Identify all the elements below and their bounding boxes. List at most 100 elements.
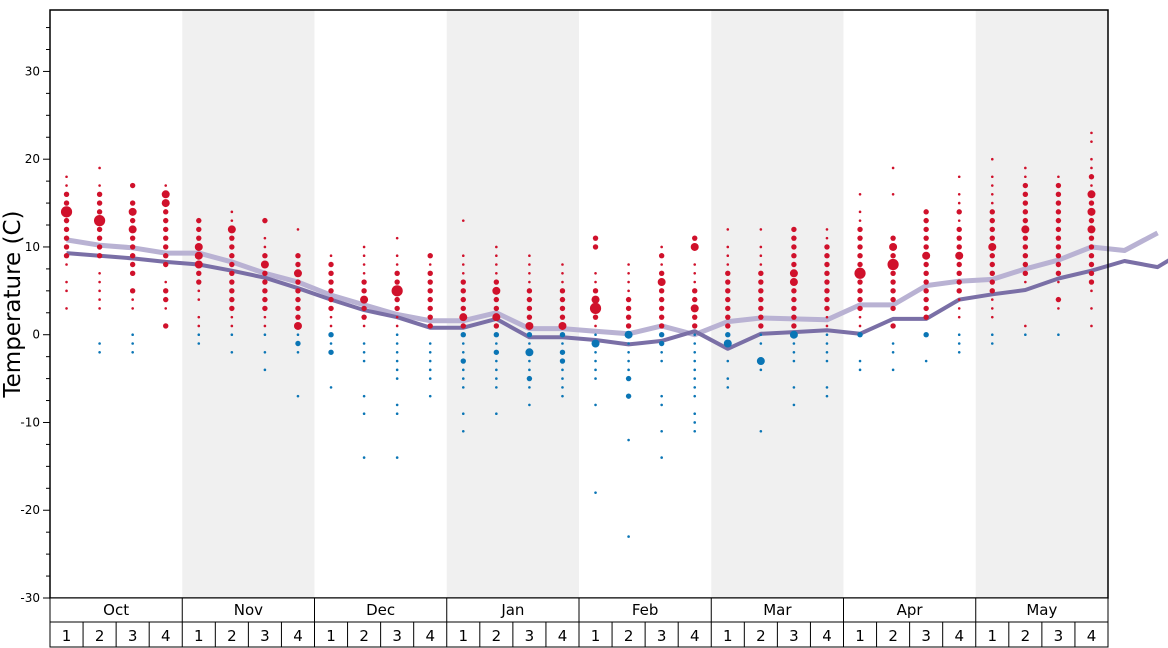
shade-may	[975, 10, 1108, 598]
warm-point	[60, 206, 73, 218]
warm-point	[394, 279, 400, 285]
cold-point	[460, 332, 466, 338]
warm-point	[262, 253, 268, 259]
warm-point	[492, 313, 501, 322]
cold-point	[526, 332, 533, 338]
cold-point	[493, 332, 500, 338]
warm-point	[1088, 235, 1095, 241]
week-label: 2	[492, 627, 502, 645]
cold-point	[624, 330, 633, 339]
axis-ticks	[43, 27, 50, 599]
warm-point	[1055, 200, 1062, 206]
warm-point	[1090, 289, 1093, 293]
warm-point	[692, 314, 698, 320]
cold-point	[460, 358, 466, 364]
warm-point	[988, 242, 997, 251]
warm-point	[592, 314, 599, 320]
warm-point	[63, 191, 70, 197]
week-label: 3	[525, 627, 535, 645]
warm-point	[361, 279, 367, 285]
warm-point	[559, 305, 566, 312]
cold-point	[693, 386, 697, 389]
cold-point	[591, 339, 600, 348]
warm-point	[989, 209, 995, 215]
cold-point	[789, 330, 798, 339]
warm-point	[229, 305, 235, 312]
warm-point	[395, 324, 399, 328]
warm-point	[163, 253, 169, 259]
warm-point	[1057, 307, 1060, 310]
warm-point	[725, 296, 731, 303]
cold-point	[131, 350, 134, 354]
warm-point	[459, 313, 468, 322]
warm-point	[1021, 225, 1030, 234]
cold-point	[759, 368, 763, 372]
warm-point	[163, 323, 169, 329]
warm-point	[328, 279, 334, 285]
warm-point	[1022, 217, 1029, 224]
warm-point	[196, 217, 202, 224]
cold-point	[295, 340, 301, 347]
cold-point	[594, 333, 597, 337]
cold-point	[263, 368, 267, 372]
cold-point	[362, 456, 366, 459]
warm-point	[1090, 140, 1093, 143]
cold-point	[98, 342, 101, 345]
warm-point	[758, 296, 764, 303]
cold-point	[625, 393, 632, 399]
trend-line-light	[66, 230, 1159, 338]
cold-point	[461, 429, 465, 433]
cold-point	[957, 350, 961, 354]
warm-point	[526, 314, 533, 320]
warm-point	[528, 254, 531, 258]
warm-point	[428, 263, 432, 266]
cold-point	[495, 342, 498, 345]
warm-point	[230, 219, 234, 222]
warm-point	[295, 305, 301, 312]
warm-point	[923, 305, 929, 312]
warm-point	[1090, 157, 1093, 161]
warm-point	[791, 261, 797, 268]
cold-point	[891, 368, 895, 372]
warm-point	[194, 251, 203, 260]
warm-point	[725, 288, 731, 294]
week-label: 1	[459, 627, 469, 645]
warm-point	[887, 258, 899, 271]
warm-point	[362, 263, 366, 266]
warm-point	[825, 315, 829, 319]
warm-point	[196, 226, 202, 233]
warm-point	[627, 271, 630, 275]
warm-point	[427, 323, 433, 329]
warm-point	[495, 254, 498, 258]
cold-point	[759, 429, 763, 433]
warm-point	[129, 244, 136, 250]
warm-point	[692, 288, 698, 294]
warm-point	[196, 235, 202, 241]
warm-point	[262, 305, 268, 312]
warm-point	[229, 279, 235, 285]
week-label: 3	[657, 627, 667, 645]
cold-point	[395, 412, 399, 416]
warm-point	[1088, 270, 1095, 276]
week-label: 4	[293, 627, 303, 645]
warm-point	[957, 192, 961, 196]
warm-point	[857, 261, 863, 268]
week-label: 1	[591, 627, 601, 645]
warm-point	[625, 296, 632, 303]
warm-point	[493, 305, 500, 312]
warm-point	[1022, 209, 1029, 215]
warm-point	[989, 235, 995, 241]
warm-point	[263, 236, 267, 240]
warm-point	[262, 270, 268, 276]
cold-point	[825, 359, 829, 363]
cold-point	[493, 349, 500, 355]
warm-point	[295, 288, 301, 294]
warm-point	[460, 279, 466, 285]
warm-point	[658, 314, 665, 320]
warm-point	[260, 260, 269, 269]
warm-point	[65, 175, 68, 179]
cold-point	[98, 350, 101, 354]
warm-point	[660, 245, 663, 249]
warm-point	[96, 244, 103, 250]
warm-point	[164, 184, 168, 187]
